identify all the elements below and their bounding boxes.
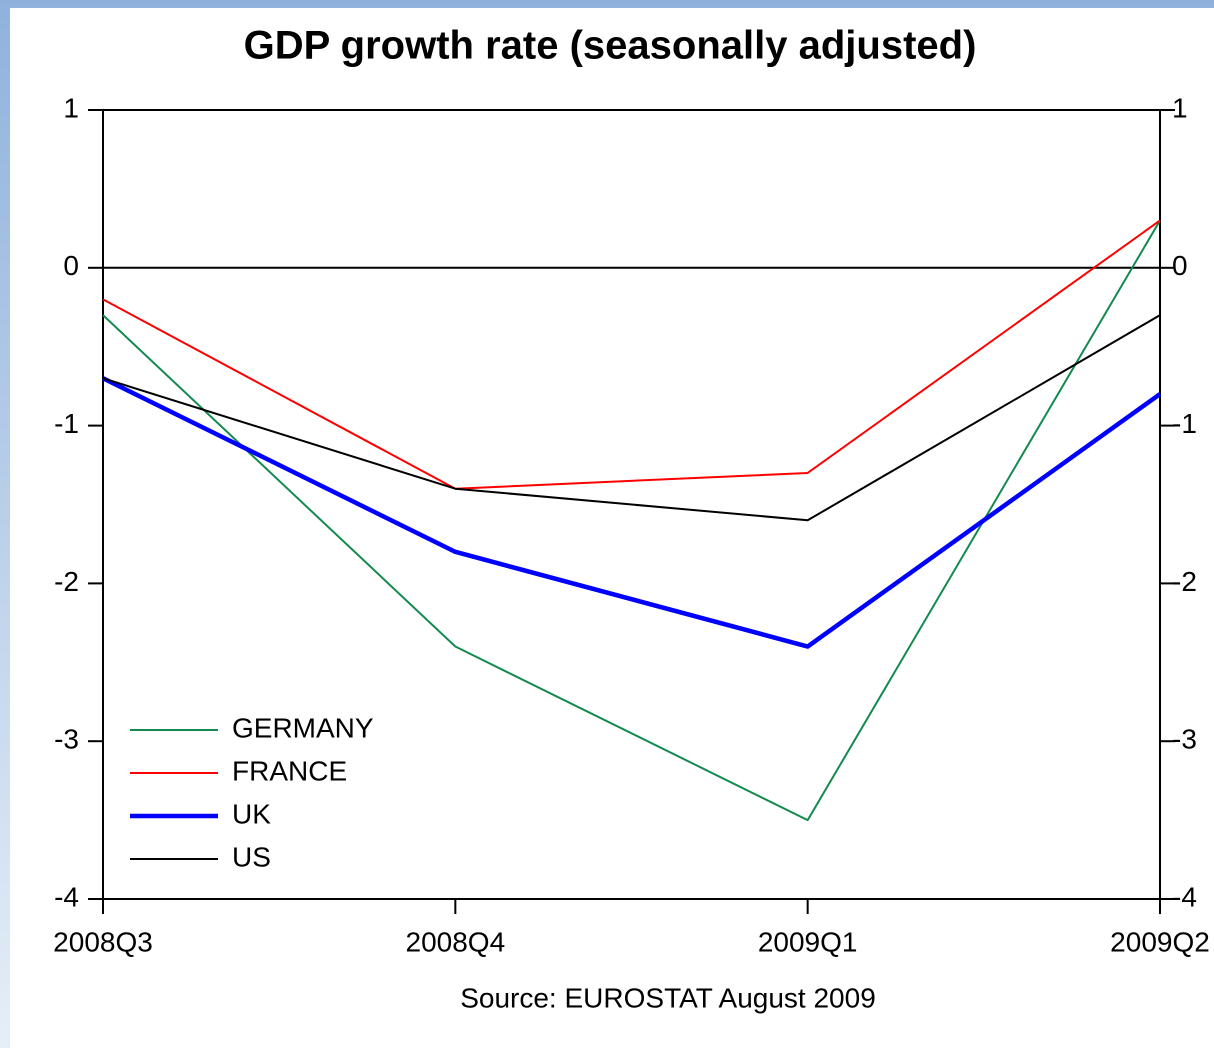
x-tick-label: 2009Q1 [758,926,858,957]
y-tick-label: 1 [63,92,79,123]
source-note: Source: EUROSTAT August 2009 [460,982,876,1013]
x-tick-label: 2008Q4 [406,926,506,957]
y-tick-label: 0 [63,250,79,281]
legend-label: US [232,841,271,872]
series-line [102,376,1162,649]
x-tick-label: 2009Q2 [1110,926,1210,957]
y-tick-label: -3 [54,724,79,755]
y-tick-label: -4 [54,881,79,912]
x-tick-label: 2008Q3 [53,926,153,957]
plot-frame [102,109,1161,900]
series-line [102,314,1161,522]
y-tick-label: -1 [54,408,79,439]
y-tick-label: -2 [54,566,79,597]
chart-title: GDP growth rate (seasonally adjusted) [244,24,977,68]
y2-tick-label: 1 [1172,92,1188,123]
legend-label: UK [232,798,271,829]
legend-label: FRANCE [232,755,347,786]
y2-tick-label: -1 [1172,408,1197,439]
y2-tick-label: -4 [1172,881,1197,912]
series-line [102,219,1161,490]
y2-tick-label: -2 [1172,566,1197,597]
legend-label: GERMANY [232,712,374,743]
chart-area [10,8,1214,1048]
y2-tick-label: 0 [1172,250,1188,281]
y2-tick-label: -3 [1172,724,1197,755]
